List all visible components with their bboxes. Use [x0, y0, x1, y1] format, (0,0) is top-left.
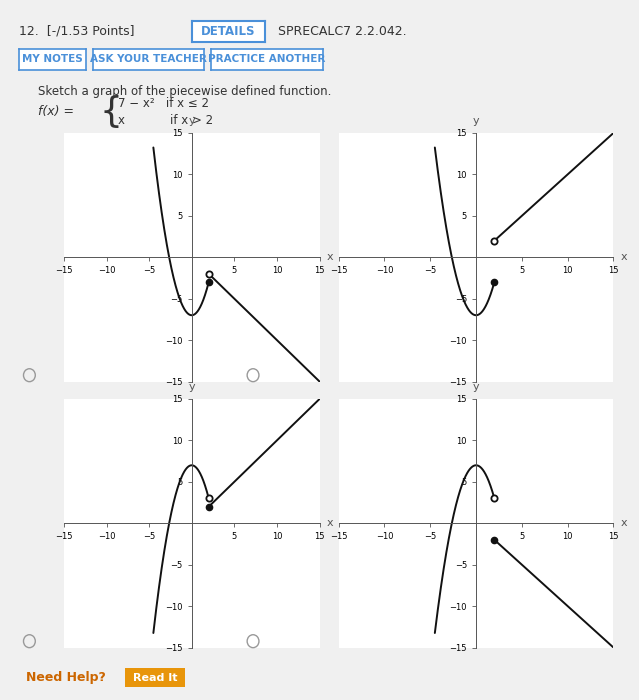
- Text: {: {: [99, 95, 122, 129]
- Text: PRACTICE ANOTHER: PRACTICE ANOTHER: [208, 55, 325, 64]
- Text: x: x: [327, 252, 333, 262]
- Text: x: x: [620, 252, 627, 262]
- Text: Need Help?: Need Help?: [26, 671, 105, 684]
- Text: Sketch a graph of the piecewise defined function.: Sketch a graph of the piecewise defined …: [38, 85, 332, 98]
- Text: DETAILS: DETAILS: [201, 25, 256, 38]
- Text: x: x: [327, 518, 333, 528]
- Text: ASK YOUR TEACHER: ASK YOUR TEACHER: [90, 55, 207, 64]
- Text: y: y: [473, 116, 479, 126]
- Text: x: x: [620, 518, 627, 528]
- Text: y: y: [189, 116, 195, 126]
- Text: Read It: Read It: [133, 673, 177, 682]
- Text: x            if x > 2: x if x > 2: [118, 114, 213, 127]
- Text: SPRECALC7 2.2.042.: SPRECALC7 2.2.042.: [278, 25, 406, 38]
- Text: f(x) =: f(x) =: [38, 106, 74, 118]
- Text: y: y: [189, 382, 195, 392]
- Text: MY NOTES: MY NOTES: [22, 55, 83, 64]
- Text: 7 − x²   if x ≤ 2: 7 − x² if x ≤ 2: [118, 97, 209, 110]
- Text: 12.  [-/1.53 Points]: 12. [-/1.53 Points]: [19, 25, 135, 38]
- Text: y: y: [473, 382, 479, 392]
